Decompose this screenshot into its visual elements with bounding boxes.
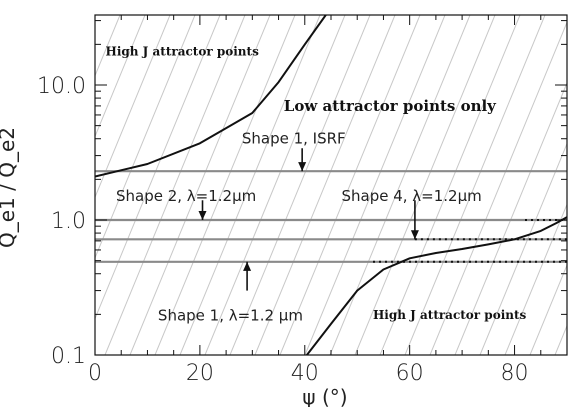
hatch-line [454,81,567,355]
hatch-line [429,20,567,355]
annotation-label: High J attractor points [373,308,527,322]
x-tick-label: 0 [88,361,102,386]
hatch-line [204,15,346,355]
plot-background [95,15,567,355]
x-tick-label: 20 [186,361,214,386]
arrow-head [298,162,307,172]
annotations: High J attractor points Low attractor poi… [105,45,526,325]
hatch-line [354,15,496,355]
hatch-line [129,15,271,355]
hatch-line [379,15,521,355]
y-tick-label: 1.0 [51,209,86,234]
lower-boundary-curve [305,216,567,355]
hatch-line [154,15,296,355]
hatch-line [95,15,146,138]
hatch-line [179,15,321,355]
annotation-label: Shape 1, λ=1.2 μm [158,307,303,325]
hatch-line [504,203,567,355]
arrow-head [243,261,252,271]
axis-ticks [94,15,568,356]
hatch-line [229,15,371,355]
annotation-label: Shape 1, ISRF [242,129,346,147]
x-tick-label: 40 [291,361,319,386]
annotation-arrows [198,148,419,291]
hatch-line [404,15,546,355]
annotation-label: Shape 4, λ=1.2μm [341,187,481,205]
annotation-label: Low attractor points only [284,97,497,115]
hatch-line [304,15,446,355]
axis-tick-labels: 0 20 40 60 80 0.1 1.0 10.0 [37,74,529,386]
annotation-label: Shape 2, λ=1.2μm [116,187,256,205]
upper-boundary-curve [95,15,327,178]
hatch-line [529,263,567,355]
annotation-label: High J attractor points [105,45,259,59]
x-axis-label: ψ (°) [302,385,347,407]
boundary-curves [95,15,567,355]
y-axis-label: Q_e1 / Q_e2 [0,127,19,248]
hatch-line [95,15,196,260]
hatch-pattern [95,15,567,355]
hatch-line [254,15,396,355]
arrow-head [198,210,207,220]
arrow-head [410,230,419,240]
hatch-line [95,15,221,320]
hatch-line [104,15,246,355]
hatch-line [329,15,471,355]
y-tick-label: 0.1 [51,344,86,369]
hatch-line [95,15,121,78]
y-tick-label: 10.0 [37,74,86,99]
hatch-line [95,15,171,199]
hatch-line [479,142,567,355]
horizontal-reference-lines [95,170,567,263]
x-tick-label: 60 [396,361,424,386]
hatch-line [279,15,421,355]
x-tick-label: 80 [501,361,529,386]
